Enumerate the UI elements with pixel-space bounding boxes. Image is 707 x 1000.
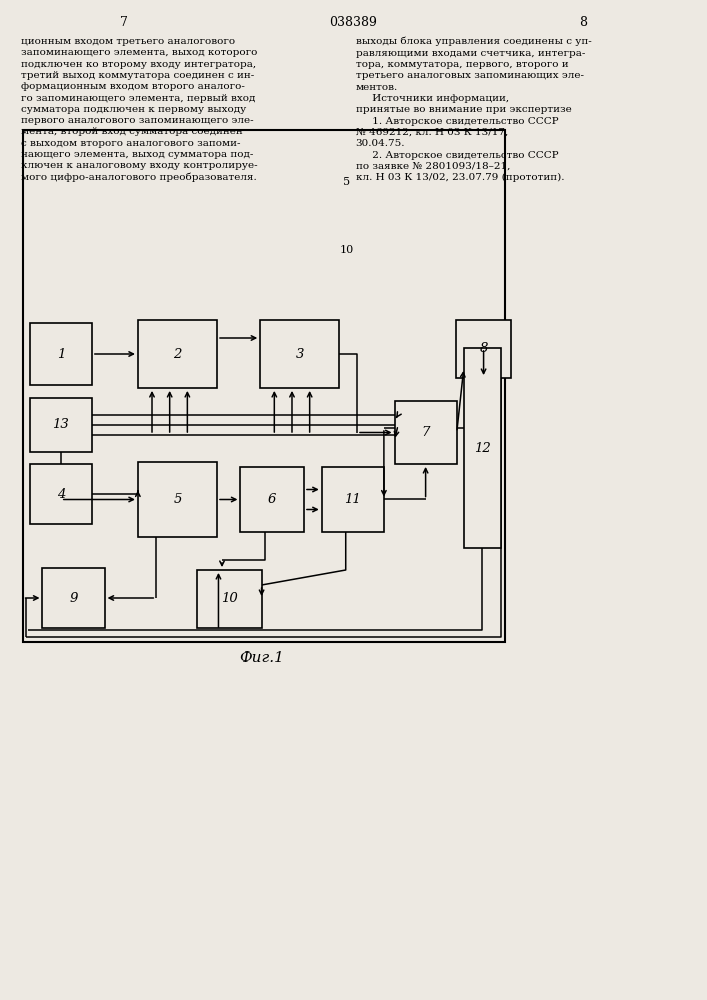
Bar [138, 320, 217, 388]
Text: 11: 11 [344, 493, 361, 506]
Bar [240, 467, 304, 532]
Bar [197, 570, 262, 628]
Text: 5: 5 [173, 493, 182, 506]
Text: 6: 6 [268, 493, 276, 506]
Bar [23, 130, 505, 642]
Text: 13: 13 [52, 418, 69, 431]
Text: 2: 2 [173, 348, 182, 360]
Bar [260, 320, 339, 388]
Bar [464, 348, 501, 548]
Bar [30, 323, 92, 385]
Text: Фиг.1: Фиг.1 [239, 651, 284, 665]
Text: 7: 7 [421, 426, 430, 439]
Text: 10: 10 [339, 245, 354, 255]
Bar [395, 401, 457, 464]
Text: 038389: 038389 [329, 16, 378, 29]
Text: 9: 9 [69, 591, 78, 604]
Text: 10: 10 [221, 592, 238, 605]
Text: 12: 12 [474, 442, 491, 454]
Text: выходы блока управления соединены с уп-
равляющими входами счетчика, интегра-
то: выходы блока управления соединены с уп- … [356, 37, 591, 182]
Text: 4: 4 [57, 488, 65, 500]
Text: 5: 5 [343, 177, 350, 187]
Text: ционным входом третьего аналогового
запоминающего элемента, выход которого
подкл: ционным входом третьего аналогового запо… [21, 37, 258, 182]
Bar [322, 467, 384, 532]
Bar [138, 462, 217, 537]
Text: 3: 3 [296, 348, 304, 360]
Text: 8: 8 [479, 342, 488, 356]
Bar [30, 398, 92, 452]
Text: 1: 1 [57, 348, 65, 360]
Text: 7: 7 [119, 16, 128, 29]
Bar [456, 320, 511, 378]
Bar [42, 568, 105, 628]
Bar [30, 464, 92, 524]
Text: 8: 8 [579, 16, 588, 29]
